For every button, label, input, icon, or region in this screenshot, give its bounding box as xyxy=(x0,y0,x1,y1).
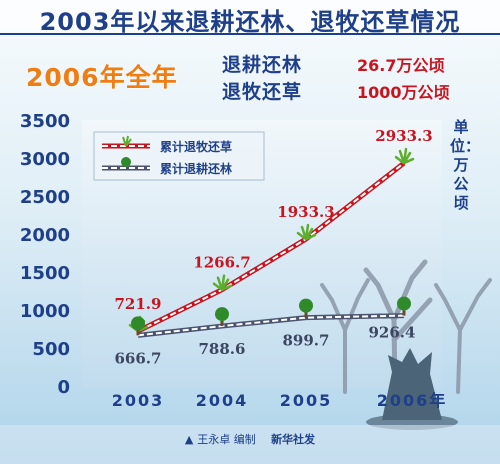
tree-stump-icon xyxy=(382,348,442,420)
page-title: 2003年以来退耕还林、退牧还草情况 xyxy=(39,8,461,36)
tree-icon xyxy=(131,316,145,331)
data-label: 2933.3 xyxy=(375,127,432,145)
data-label: 721.9 xyxy=(115,295,162,313)
y-tick-label: 0 xyxy=(57,377,70,398)
y-tick-label: 3000 xyxy=(20,149,70,170)
y-tick-label: 2500 xyxy=(20,187,70,208)
grass-icon xyxy=(212,274,233,291)
stat-label-farmland: 退耕还林 xyxy=(222,54,303,76)
data-label: 926.4 xyxy=(369,324,416,342)
data-point-grazing xyxy=(394,147,415,165)
data-point-farmland xyxy=(131,316,145,336)
series-line-farmland xyxy=(137,313,405,338)
y-tick-label: 3500 xyxy=(20,111,70,132)
data-point-farmland xyxy=(397,296,411,316)
tree-icon xyxy=(299,298,313,313)
x-tick-label: 2003 xyxy=(112,391,165,410)
data-point-farmland xyxy=(215,307,229,327)
y-tick-label: 500 xyxy=(32,339,70,360)
tree-trunk xyxy=(220,318,224,327)
xinhua-logo-icon: ▲ xyxy=(184,433,194,446)
unit-label: 单位：万公顷 xyxy=(450,118,481,212)
data-label: 666.7 xyxy=(115,349,162,367)
data-label: 1933.3 xyxy=(277,203,334,221)
grass-icon xyxy=(394,147,415,165)
tree-trunk xyxy=(304,309,308,318)
y-tick-label: 1500 xyxy=(20,263,70,284)
series-line-dash xyxy=(137,314,405,337)
grass-icon xyxy=(122,135,132,147)
legend-label: 累计退耕还林 xyxy=(160,161,232,176)
year-heading: 2006年全年 xyxy=(26,63,178,92)
credit-agency: 新华社发 xyxy=(271,433,316,446)
tree-icon xyxy=(121,157,131,167)
x-tick-label: 2005 xyxy=(280,391,333,410)
grass-icon xyxy=(296,223,317,241)
tree-icon xyxy=(397,296,411,311)
tree-trunk xyxy=(136,327,140,336)
y-tick-label: 1000 xyxy=(20,301,70,322)
data-point-grazing xyxy=(212,274,233,291)
tree-icon xyxy=(215,307,229,322)
legend-grass-icon xyxy=(122,135,132,147)
data-label: 788.6 xyxy=(199,340,246,358)
data-label: 1266.7 xyxy=(193,254,250,272)
series-line-grazing xyxy=(136,161,406,334)
tree-trunk xyxy=(402,307,406,316)
stat-value-farmland: 26.7万公顷 xyxy=(357,56,445,75)
x-tick-label: 2006年 xyxy=(377,391,448,410)
stat-label-grazing: 退牧还草 xyxy=(222,81,303,103)
credit-author: 王永卓 编制 xyxy=(197,433,256,446)
stat-value-grazing: 1000万公顷 xyxy=(357,83,450,102)
data-point-farmland xyxy=(299,298,313,318)
legend-tree-icon xyxy=(121,157,131,167)
series-line-dash xyxy=(137,162,405,333)
credit-line: ▲ 王永卓 编制 新华社发 xyxy=(0,431,500,447)
data-point-grazing xyxy=(296,223,317,241)
data-label: 899.7 xyxy=(283,332,330,350)
x-tick-label: 2004 xyxy=(196,391,249,410)
legend-label: 累计退牧还草 xyxy=(160,139,232,154)
legend-box xyxy=(93,131,265,181)
y-tick-label: 2000 xyxy=(20,225,70,246)
